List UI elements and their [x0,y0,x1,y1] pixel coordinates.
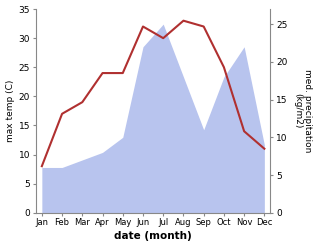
Y-axis label: med. precipitation
(kg/m2): med. precipitation (kg/m2) [293,69,313,153]
X-axis label: date (month): date (month) [114,231,192,242]
Y-axis label: max temp (C): max temp (C) [5,80,15,142]
